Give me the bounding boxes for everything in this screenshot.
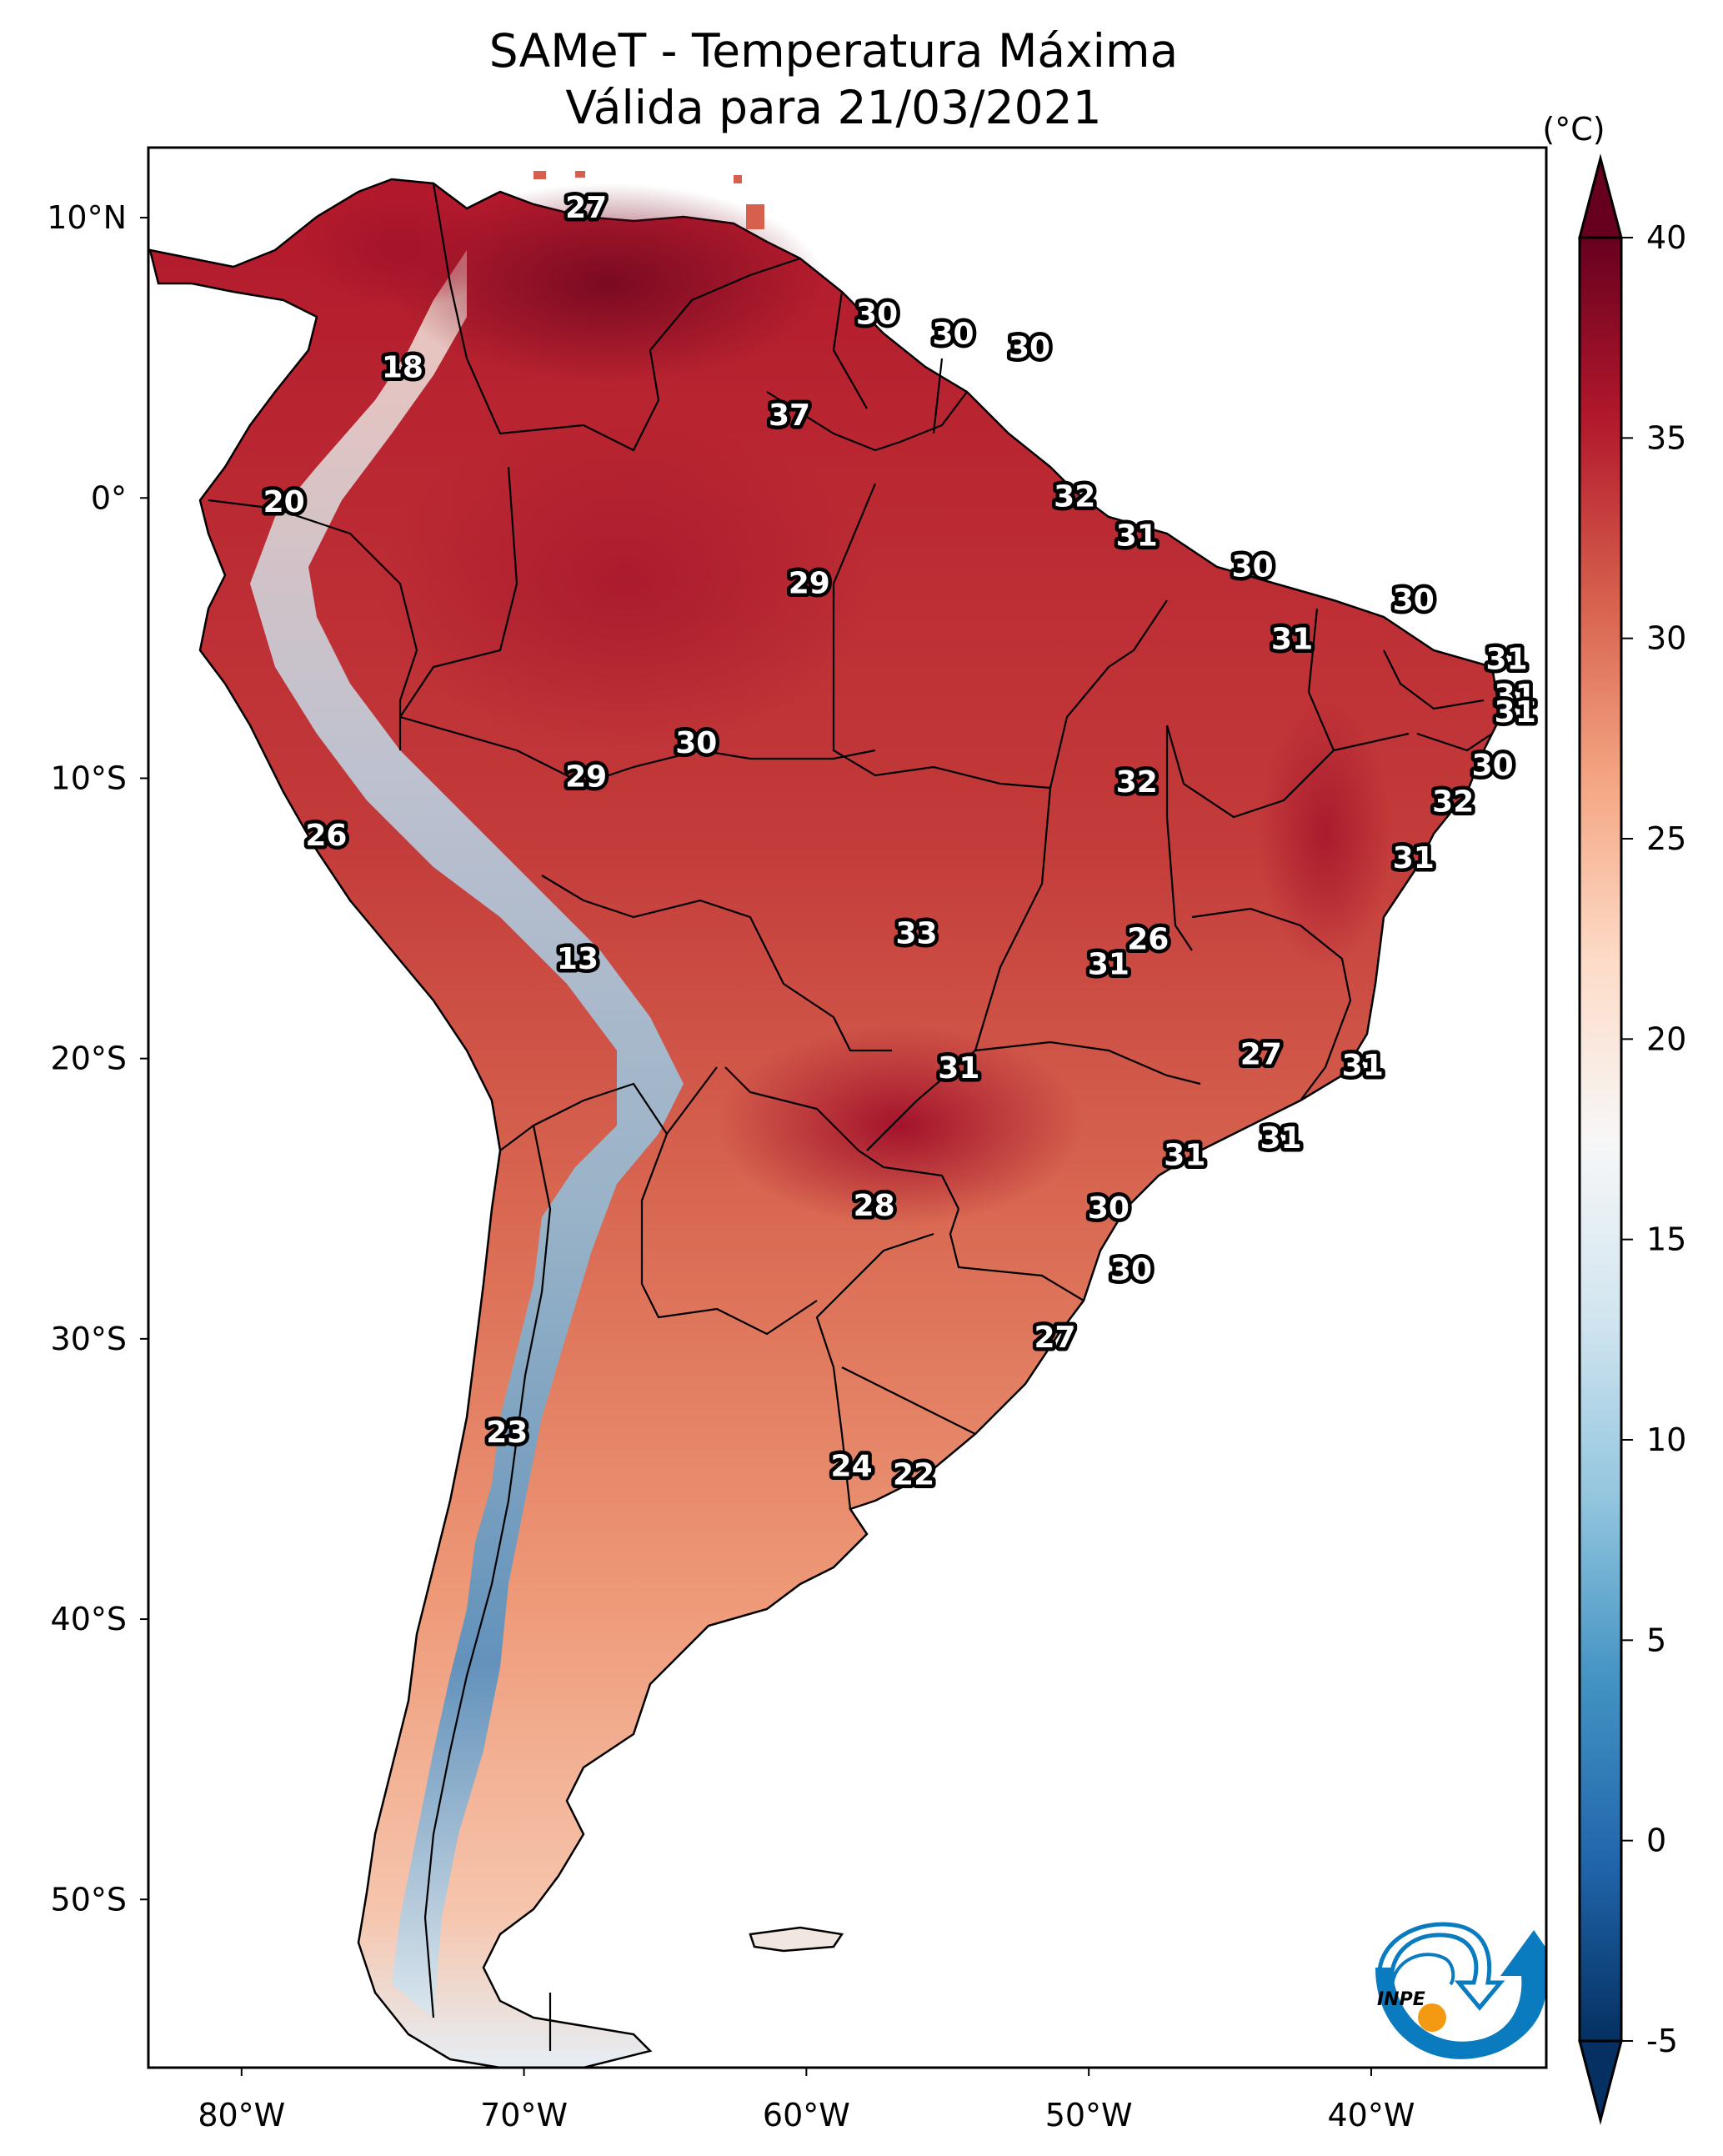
y-axis-ticks: 10°N 0° 10°S 20°S 30°S 40°S 50°S bbox=[47, 199, 148, 1918]
temperature-label: 31 bbox=[1495, 695, 1536, 730]
x-tick-label: 70°W bbox=[480, 2097, 568, 2133]
temperature-label: 30 bbox=[1232, 549, 1274, 584]
temperature-label: 20 bbox=[263, 485, 305, 519]
inpe-logo-swirl-icon bbox=[1377, 1922, 1505, 2011]
map-frame bbox=[147, 146, 1548, 2069]
inpe-logo-arrow-icon bbox=[1375, 1930, 1546, 2059]
colorbar: (°C) 40 35 30 25 20 15 10 5 0 -5 bbox=[1542, 111, 1686, 2125]
temperature-label: 30 bbox=[675, 726, 717, 760]
colorbar-ticks: 40 35 30 25 20 15 10 5 0 -5 bbox=[1621, 219, 1686, 2059]
temperature-label: 30 bbox=[856, 298, 898, 332]
temperature-label: 24 bbox=[831, 1450, 873, 1484]
colorbar-tick-label: -5 bbox=[1646, 2023, 1678, 2059]
colorbar-tick-label: 25 bbox=[1646, 820, 1686, 857]
temperature-label: 23 bbox=[486, 1416, 528, 1450]
temperature-label: 27 bbox=[565, 191, 607, 225]
inpe-logo: INPE bbox=[1375, 1922, 1546, 2059]
y-tick-label: 40°S bbox=[51, 1601, 127, 1637]
hotspot-matogrosso bbox=[717, 1025, 1084, 1226]
colorbar-unit-label: (°C) bbox=[1542, 111, 1605, 148]
x-tick-label: 80°W bbox=[198, 2097, 285, 2133]
temperature-label: 26 bbox=[1127, 922, 1169, 956]
colorbar-tick-label: 30 bbox=[1646, 620, 1686, 657]
political-borders bbox=[208, 183, 1493, 2051]
caribbean-islands bbox=[533, 171, 764, 229]
temperature-label: 31 bbox=[1164, 1138, 1205, 1172]
temperature-label: 29 bbox=[789, 566, 830, 600]
x-axis-ticks: 80°W 70°W 60°W 50°W 40°W bbox=[198, 2068, 1415, 2133]
temperature-label: 30 bbox=[1472, 749, 1514, 783]
chart-subtitle: Válida para 21/03/2021 bbox=[565, 81, 1101, 134]
temperature-label: 13 bbox=[557, 942, 599, 976]
temperature-label: 31 bbox=[1116, 519, 1158, 553]
colorbar-tick-label: 35 bbox=[1646, 419, 1686, 456]
temperature-label: 26 bbox=[305, 819, 347, 853]
temperature-label: 31 bbox=[938, 1051, 979, 1086]
colorbar-extend-max bbox=[1578, 153, 1623, 239]
inpe-logo-text: INPE bbox=[1377, 1989, 1425, 2010]
temperature-label: 31 bbox=[1495, 679, 1536, 713]
colorbar-body bbox=[1578, 236, 1623, 2043]
colorbar-tick-label: 5 bbox=[1646, 1622, 1666, 1658]
temperature-label: 22 bbox=[893, 1458, 934, 1492]
x-tick-label: 60°W bbox=[763, 2097, 850, 2133]
y-tick-label: 10°S bbox=[51, 760, 127, 796]
hotspot-bahia bbox=[1259, 700, 1392, 967]
temperature-label: 27 bbox=[1240, 1037, 1282, 1071]
temperature-label: 37 bbox=[769, 399, 810, 433]
temperature-label: 29 bbox=[565, 760, 607, 794]
y-tick-label: 20°S bbox=[51, 1040, 127, 1077]
falkland-islands bbox=[749, 1926, 844, 1953]
temperature-label: 27 bbox=[1034, 1321, 1075, 1355]
temperature-label: 31 bbox=[1486, 642, 1528, 676]
temperature-label: 31 bbox=[1393, 841, 1435, 875]
y-tick-label: 10°N bbox=[47, 199, 127, 236]
hotspot-venezuela bbox=[392, 183, 825, 384]
temperature-label: 31 bbox=[1088, 948, 1129, 982]
temperature-label: 18 bbox=[382, 351, 423, 385]
temperature-label: 33 bbox=[895, 917, 937, 951]
y-tick-label: 0° bbox=[91, 479, 127, 516]
colorbar-tick-label: 40 bbox=[1646, 219, 1686, 256]
temperature-label: 30 bbox=[1009, 331, 1050, 365]
chart-title: SAMeT - Temperatura Máxima bbox=[489, 24, 1178, 78]
colorbar-tick-label: 15 bbox=[1646, 1221, 1686, 1258]
temperature-label: 32 bbox=[1432, 785, 1474, 820]
temperature-label: 30 bbox=[1088, 1191, 1129, 1226]
hotspot-colombia bbox=[300, 192, 500, 308]
temperature-label: 30 bbox=[1110, 1253, 1152, 1287]
andes-cool-band bbox=[250, 250, 684, 2018]
x-tick-label: 40°W bbox=[1327, 2097, 1415, 2133]
hotspot-amazonas bbox=[375, 417, 875, 750]
temperature-label: 30 bbox=[932, 317, 974, 351]
temperature-label: 31 bbox=[1342, 1049, 1384, 1083]
colorbar-tick-label: 10 bbox=[1646, 1421, 1686, 1458]
inpe-logo-sun-icon bbox=[1418, 2003, 1446, 2032]
x-tick-label: 50°W bbox=[1045, 2097, 1133, 2133]
y-tick-label: 50°S bbox=[51, 1881, 127, 1918]
temperature-label: 32 bbox=[1054, 479, 1095, 514]
temperature-label: 28 bbox=[854, 1189, 895, 1223]
temperature-label: 30 bbox=[1393, 584, 1435, 618]
temperature-label: 32 bbox=[1116, 765, 1158, 800]
y-tick-label: 30°S bbox=[51, 1321, 127, 1357]
colorbar-tick-label: 0 bbox=[1646, 1823, 1666, 1859]
temperature-label: 31 bbox=[1271, 623, 1313, 657]
colorbar-tick-label: 20 bbox=[1646, 1020, 1686, 1057]
colorbar-extend-min bbox=[1578, 2039, 1623, 2125]
temperature-label: 31 bbox=[1260, 1121, 1301, 1156]
